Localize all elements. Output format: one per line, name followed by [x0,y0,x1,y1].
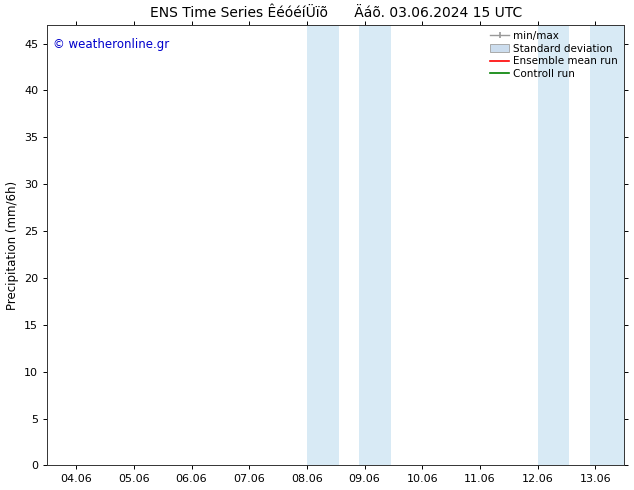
Bar [590,25,624,465]
Legend: min/max, Standard deviation, Ensemble mean run, Controll run: min/max, Standard deviation, Ensemble me… [486,27,622,83]
Bar [538,25,569,465]
Text: © weatheronline.gr: © weatheronline.gr [53,38,169,51]
Bar [359,25,391,465]
Title: ENS Time Series ÊéóéíÜïõ      Äáõ. 03.06.2024 15 UTC: ENS Time Series ÊéóéíÜïõ Äáõ. 03.06.2024… [150,5,522,20]
Bar [307,25,339,465]
Y-axis label: Precipitation (mm/6h): Precipitation (mm/6h) [6,181,18,310]
